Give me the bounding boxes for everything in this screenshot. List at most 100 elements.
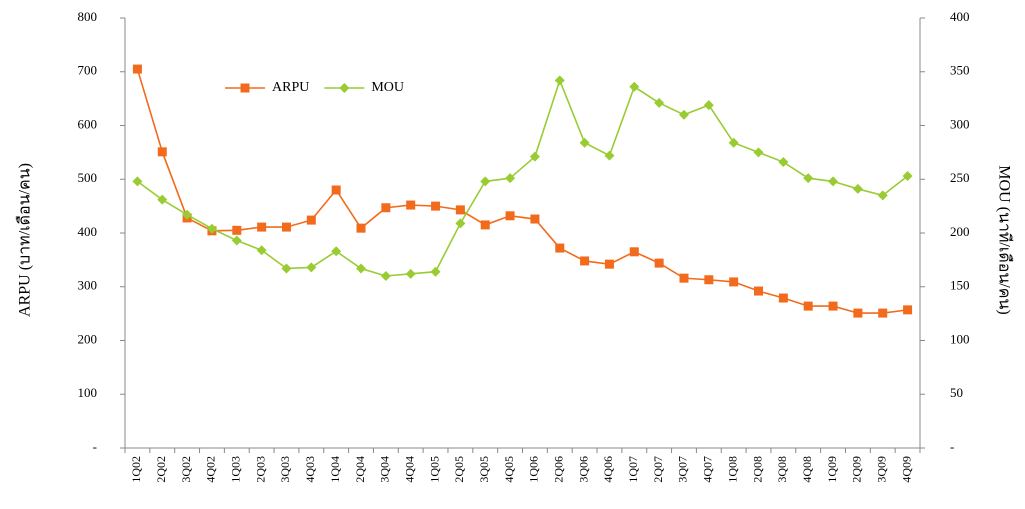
data-point (679, 273, 689, 283)
x-tick-label: 4Q08 (800, 456, 814, 483)
y2-tick-label: 100 (950, 331, 970, 346)
data-point (778, 157, 789, 168)
data-point (356, 223, 366, 233)
y-tick-label: 600 (78, 116, 98, 131)
data-point (455, 205, 465, 215)
data-point (902, 171, 913, 182)
data-point (629, 247, 639, 257)
data-point (380, 271, 391, 281)
data-point (306, 262, 317, 273)
data-point (704, 275, 714, 285)
data-point (555, 243, 565, 253)
y2-tick-label: 250 (950, 170, 970, 185)
x-tick-label: 2Q07 (651, 456, 665, 483)
data-point (654, 97, 665, 108)
x-tick-label: 1Q07 (626, 456, 640, 483)
data-point (430, 266, 441, 277)
data-point (877, 190, 888, 201)
y-tick-label: 400 (78, 224, 98, 239)
data-point (579, 137, 590, 148)
y2-tick-label: 150 (950, 278, 970, 293)
data-point (431, 201, 441, 211)
x-tick-label: 2Q09 (850, 456, 864, 483)
data-point (281, 222, 291, 232)
x-tick-label: 1Q09 (825, 456, 839, 483)
data-point (505, 173, 516, 184)
x-tick-label: 1Q06 (527, 456, 541, 483)
y2-tick-label: 50 (950, 385, 963, 400)
series-line (136, 77, 909, 277)
x-tick-label: 4Q07 (701, 456, 715, 483)
y2-tick-label: 350 (950, 63, 970, 78)
data-point (554, 75, 565, 86)
y-tick-label: 200 (78, 331, 98, 346)
data-point (803, 301, 813, 311)
y-axis-title: ARPU (บาท/เดือน/คน) (16, 163, 34, 317)
x-tick-label: 2Q03 (253, 456, 267, 483)
data-point (903, 305, 913, 315)
x-tick-label: 2Q02 (154, 456, 168, 483)
data-point (629, 81, 640, 92)
x-tick-label: 4Q05 (502, 456, 516, 483)
data-point (405, 268, 416, 279)
legend-label: ARPU (272, 80, 309, 95)
data-point (206, 223, 217, 234)
data-point (331, 246, 342, 257)
x-tick-label: 1Q03 (229, 456, 243, 483)
data-point (257, 222, 267, 232)
data-point (231, 235, 242, 246)
y-tick-label: - (93, 439, 97, 454)
y2-tick-label: - (950, 439, 954, 454)
x-tick-label: 4Q04 (402, 456, 416, 483)
y-tick-label: 700 (78, 63, 98, 78)
x-tick-label: 3Q04 (378, 456, 392, 483)
data-point (580, 256, 590, 266)
data-point (157, 194, 168, 205)
y-tick-label: 500 (78, 170, 98, 185)
data-point (654, 258, 664, 268)
data-point (480, 220, 490, 230)
data-point (828, 176, 839, 187)
x-tick-label: 1Q04 (328, 456, 342, 483)
data-point (828, 301, 838, 311)
x-tick-label: 2Q05 (452, 456, 466, 483)
y2-tick-label: 200 (950, 224, 970, 239)
data-point (480, 176, 491, 187)
x-tick-label: 4Q06 (601, 456, 615, 483)
x-tick-label: 4Q09 (899, 456, 913, 483)
x-tick-label: 1Q08 (725, 456, 739, 483)
legend-label: MOU (371, 80, 404, 95)
legend-marker (240, 83, 250, 93)
legend-marker (339, 83, 350, 93)
y-tick-label: 800 (78, 9, 98, 24)
series-line (136, 68, 908, 314)
x-tick-label: 1Q05 (427, 456, 441, 483)
data-point (753, 147, 764, 158)
x-tick-label: 3Q06 (576, 456, 590, 483)
data-point (157, 147, 167, 157)
x-tick-label: 1Q02 (129, 456, 143, 483)
x-tick-label: 4Q02 (204, 456, 218, 483)
data-point (132, 64, 142, 74)
x-tick-label: 3Q02 (179, 456, 193, 483)
data-point (803, 173, 814, 184)
x-tick-label: 3Q09 (874, 456, 888, 483)
x-tick-label: 3Q07 (676, 456, 690, 483)
data-point (754, 286, 764, 296)
data-point (678, 109, 689, 120)
data-point (729, 277, 739, 287)
data-point (852, 183, 863, 194)
y-tick-label: 100 (78, 385, 98, 400)
data-point (281, 263, 292, 274)
data-point (529, 151, 540, 162)
x-tick-label: 3Q05 (477, 456, 491, 483)
data-point (232, 225, 242, 235)
x-tick-label: 3Q03 (278, 456, 292, 483)
y2-tick-label: 400 (950, 9, 970, 24)
data-point (530, 214, 540, 224)
data-point (604, 150, 615, 161)
data-point (306, 215, 316, 225)
data-point (182, 209, 193, 220)
